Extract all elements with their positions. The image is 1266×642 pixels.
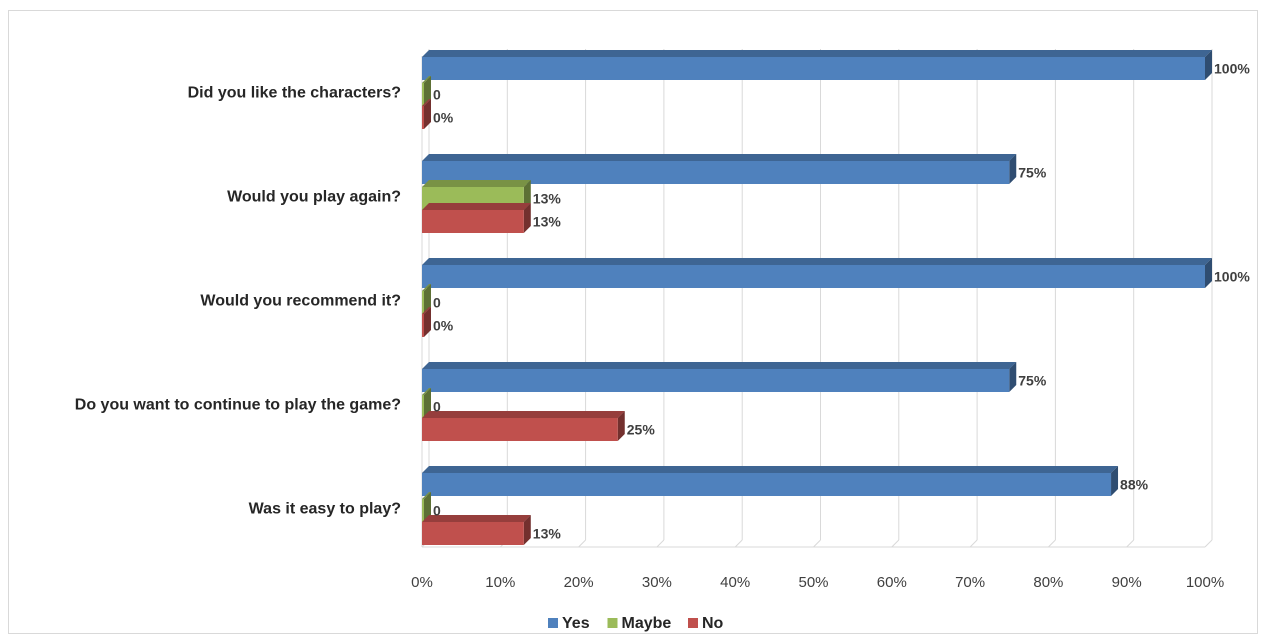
x-tick-label: 30% <box>642 574 672 591</box>
data-label: 0 <box>433 399 441 415</box>
floor-gridline <box>656 539 665 548</box>
x-tick-label: 90% <box>1112 574 1142 591</box>
data-label: 13% <box>533 214 562 230</box>
bar <box>422 522 524 545</box>
bar-side-face <box>1111 466 1119 496</box>
floor-gridline <box>891 539 900 548</box>
data-label: 13% <box>533 526 562 542</box>
legend-label: Maybe <box>622 615 672 632</box>
x-tick-label: 40% <box>720 574 750 591</box>
grid-layer <box>421 49 1213 548</box>
x-tick-label: 70% <box>955 574 985 591</box>
bar <box>422 499 424 522</box>
data-label: 0 <box>433 503 441 519</box>
bar-top-face <box>422 307 431 314</box>
bar-top-face <box>422 203 531 210</box>
bar-side-face <box>1009 154 1017 184</box>
x-tick-label: 50% <box>798 574 828 591</box>
data-label: 0 <box>433 87 441 103</box>
bar <box>422 395 424 418</box>
floor-gridline <box>734 539 743 548</box>
category-label: Would you recommend it? <box>200 293 401 310</box>
bar <box>422 291 424 314</box>
bar <box>422 83 424 106</box>
floor-gridline <box>1048 539 1056 548</box>
legend-label: Yes <box>562 615 590 632</box>
bar <box>422 369 1010 392</box>
bar <box>422 106 424 129</box>
bar-top-face <box>422 362 1017 369</box>
legend: Yes Maybe No <box>548 615 724 632</box>
chart-frame <box>8 10 1258 634</box>
legend-swatch <box>548 618 558 628</box>
bar-side-face <box>424 76 431 106</box>
data-label: 0 <box>433 295 441 311</box>
floor-gridline <box>578 539 586 548</box>
legend-swatch <box>607 618 618 628</box>
floor-gridline <box>969 539 978 548</box>
bar-side-face <box>617 411 625 441</box>
bar <box>422 161 1010 184</box>
bar-side-face <box>523 203 531 233</box>
bar-top-face <box>422 180 531 187</box>
category-label: Would you play again? <box>227 189 401 206</box>
bar <box>422 210 524 233</box>
data-label: 0% <box>433 318 454 334</box>
floor-gridline <box>1204 539 1213 548</box>
bar-side-face <box>424 99 431 129</box>
data-label: 75% <box>1018 165 1047 181</box>
category-label: Was it easy to play? <box>249 501 401 518</box>
bar-side-face <box>424 307 431 337</box>
x-tick-label: 20% <box>564 574 594 591</box>
bar-side-face <box>424 388 431 418</box>
data-label: 88% <box>1120 477 1149 493</box>
bar-top-face <box>422 492 431 499</box>
data-label: 25% <box>627 422 656 438</box>
category-label: Do you want to continue to play the game… <box>75 397 401 414</box>
bar-side-face <box>424 492 431 522</box>
data-label: 75% <box>1018 373 1047 389</box>
data-label: 100% <box>1214 61 1250 77</box>
bar-side-face <box>1205 258 1212 288</box>
x-tick-label: 100% <box>1186 574 1224 591</box>
floor-gridline <box>1126 539 1135 548</box>
bar-top-face <box>422 388 431 395</box>
category-label: Did you like the characters? <box>188 85 401 102</box>
bar-side-face <box>1205 50 1212 80</box>
bar-top-face <box>422 50 1212 57</box>
bar <box>422 473 1112 496</box>
bar <box>422 57 1205 80</box>
legend-swatch <box>688 618 698 628</box>
data-label: 13% <box>533 191 562 207</box>
bar-side-face <box>1009 362 1017 392</box>
bar-top-face <box>422 466 1119 473</box>
x-tick-label: 80% <box>1033 574 1063 591</box>
x-tick-label: 60% <box>877 574 907 591</box>
bar-side-face <box>424 284 431 314</box>
label-layer: 0% 10% 20% 30% 40% 50% 60% 70% 80% 90% 100% Did you… <box>75 61 1251 592</box>
bar-top-face <box>422 154 1017 161</box>
x-tick-label: 0% <box>411 574 433 591</box>
floor-gridline <box>813 539 821 548</box>
bar-top-face <box>422 99 431 106</box>
legend-label: No <box>702 615 724 632</box>
bar-top-face <box>422 76 431 83</box>
data-label: 0% <box>433 110 454 126</box>
bar <box>422 265 1205 288</box>
bar-side-face <box>523 515 531 545</box>
bar-top-face <box>422 411 625 418</box>
bar <box>422 418 618 441</box>
data-label: 100% <box>1214 269 1250 285</box>
x-tick-label: 10% <box>485 574 515 591</box>
bar-top-face <box>422 284 431 291</box>
bar-top-face <box>422 515 531 522</box>
bar <box>422 314 424 337</box>
bar-top-face <box>422 258 1212 265</box>
bar-layer <box>422 50 1212 545</box>
bar-side-face <box>523 180 531 210</box>
